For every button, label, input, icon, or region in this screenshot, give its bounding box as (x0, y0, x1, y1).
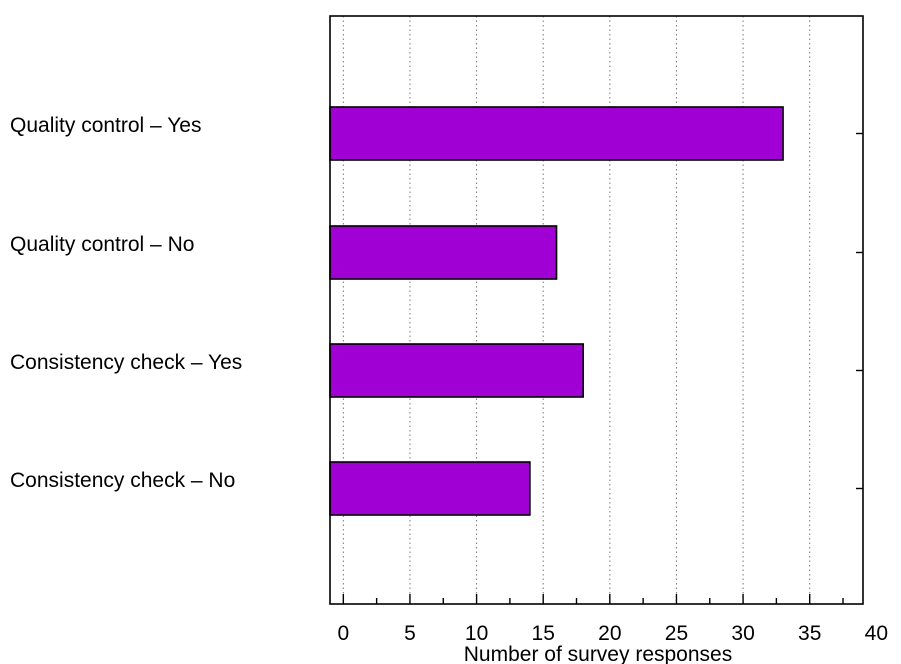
x-tick-label-20: 20 (598, 622, 621, 645)
plot-frame (329, 15, 864, 605)
x-tick-label-10: 10 (465, 622, 488, 645)
category-label-2: Consistency check – Yes (10, 351, 242, 374)
x-tick-label-25: 25 (665, 622, 688, 645)
x-tick-label-40: 40 (865, 622, 888, 645)
x-tick-label-30: 30 (731, 622, 754, 645)
bar-2 (329, 343, 584, 398)
x-tick-label-15: 15 (532, 622, 555, 645)
category-label-1: Quality control – No (10, 233, 194, 256)
grid-lines (342, 16, 811, 604)
bars (329, 106, 784, 516)
category-label-3: Consistency check – No (10, 469, 235, 492)
bar-3 (329, 461, 531, 516)
x-tick-labels: 0 5 10 15 20 25 30 35 40 (337, 622, 888, 645)
axis-ticks (342, 132, 863, 604)
x-tick-label-35: 35 (798, 622, 821, 645)
category-label-0: Quality control – Yes (10, 114, 201, 137)
bar-1 (329, 225, 558, 280)
category-labels: Quality control – Yes Quality control – N… (10, 114, 242, 492)
x-tick-label-5: 5 (404, 622, 416, 645)
x-axis-title: Number of survey responses (464, 643, 732, 664)
bar-0 (329, 106, 784, 161)
x-tick-label-0: 0 (337, 622, 349, 645)
